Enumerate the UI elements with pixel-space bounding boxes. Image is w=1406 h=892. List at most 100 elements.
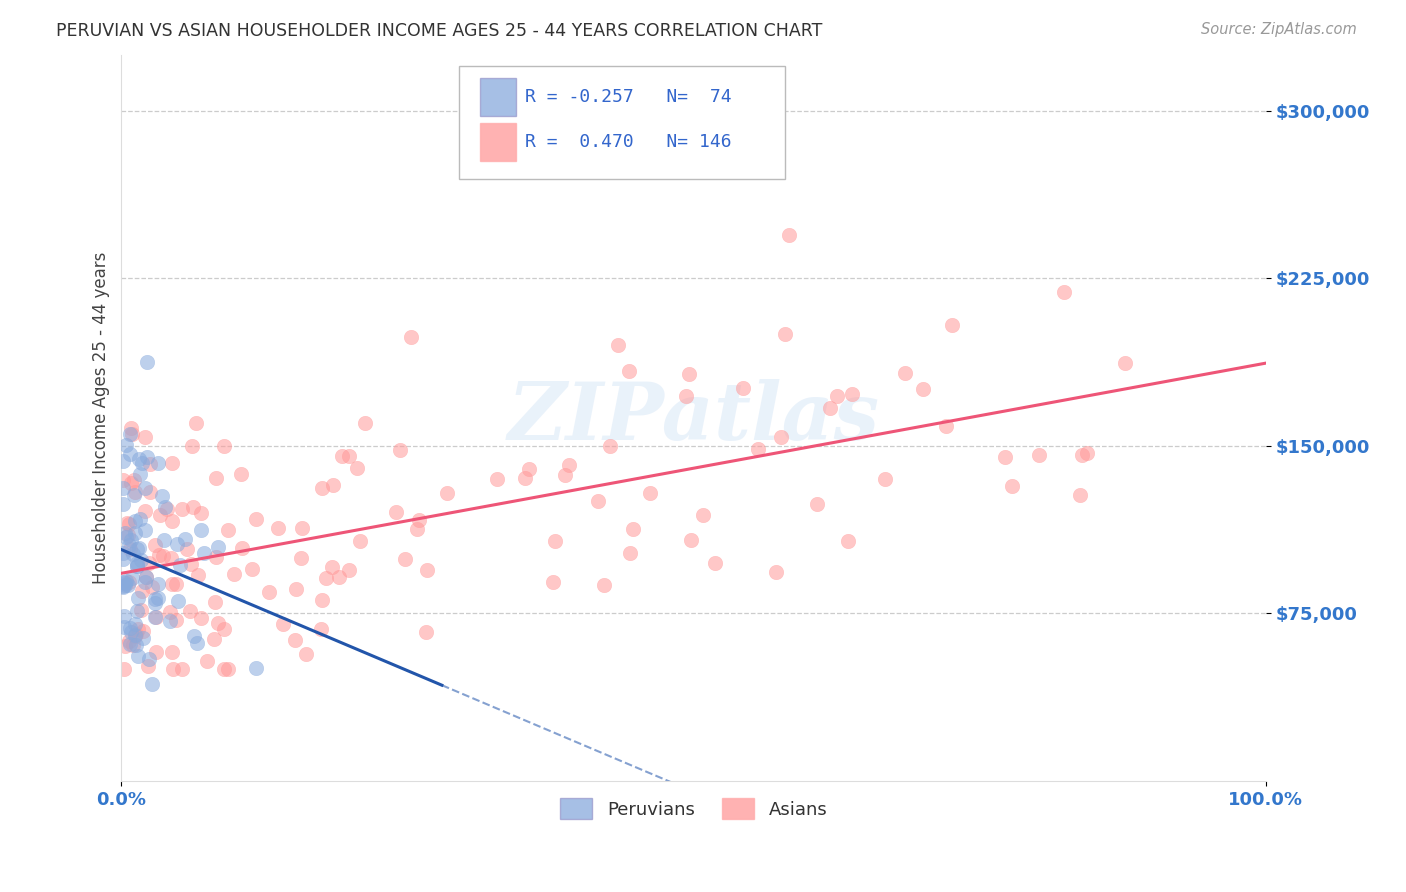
Point: [935, 419, 957, 434]
Point: [132, 631, 155, 645]
Point: [143, 610, 166, 624]
Point: [118, 575, 141, 590]
Point: [207, 615, 229, 630]
Point: [114, 576, 136, 591]
Point: [245, 661, 267, 675]
Point: [145, 645, 167, 659]
Point: [118, 637, 141, 651]
Point: [111, 481, 134, 495]
Point: [122, 547, 145, 561]
Point: [875, 472, 897, 486]
Point: [112, 662, 135, 676]
Point: [190, 523, 212, 537]
Point: [778, 227, 800, 242]
Point: [120, 421, 142, 435]
Point: [621, 522, 644, 536]
Point: [257, 584, 280, 599]
Point: [122, 473, 145, 487]
Point: [315, 571, 337, 585]
Point: [841, 386, 863, 401]
Point: [557, 458, 579, 473]
Point: [128, 541, 150, 556]
Point: [328, 570, 350, 584]
Point: [1000, 479, 1022, 493]
Point: [111, 579, 134, 593]
Point: [825, 389, 848, 403]
Point: [120, 533, 142, 547]
Point: [166, 537, 188, 551]
Point: [134, 503, 156, 517]
Point: [111, 497, 134, 511]
Point: [160, 456, 183, 470]
Point: [486, 472, 509, 486]
Point: [416, 563, 439, 577]
Point: [554, 468, 576, 483]
Point: [124, 488, 146, 502]
Point: [242, 561, 264, 575]
Point: [217, 523, 239, 537]
Point: [747, 442, 769, 457]
Point: [204, 595, 226, 609]
Point: [349, 533, 371, 548]
Point: [114, 620, 136, 634]
Bar: [479, 78, 516, 116]
Point: [114, 578, 136, 592]
Point: [138, 651, 160, 665]
Point: [121, 571, 143, 585]
Point: [337, 450, 360, 464]
Point: [806, 497, 828, 511]
Point: [160, 576, 183, 591]
Point: [118, 621, 141, 635]
Point: [124, 627, 146, 641]
Point: [294, 648, 316, 662]
Point: [179, 604, 201, 618]
Point: [1114, 356, 1136, 370]
Point: [311, 481, 333, 495]
Point: [436, 485, 458, 500]
Point: [143, 596, 166, 610]
Point: [205, 471, 228, 485]
Point: [127, 623, 149, 637]
Point: [124, 515, 146, 529]
Text: R =  0.470   N= 146: R = 0.470 N= 146: [526, 133, 733, 152]
Point: [129, 467, 152, 481]
Point: [202, 632, 225, 646]
Point: [207, 540, 229, 554]
Point: [124, 628, 146, 642]
Point: [135, 355, 157, 369]
Point: [321, 560, 343, 574]
Point: [941, 318, 963, 332]
Point: [195, 655, 218, 669]
Point: [148, 548, 170, 562]
Point: [111, 454, 134, 468]
Point: [134, 481, 156, 495]
Point: [160, 551, 183, 566]
Point: [165, 613, 187, 627]
Point: [145, 538, 167, 552]
Point: [190, 611, 212, 625]
Point: [153, 533, 176, 548]
Point: [127, 558, 149, 573]
Point: [131, 456, 153, 470]
Point: [273, 616, 295, 631]
Point: [405, 522, 427, 536]
Point: [112, 474, 135, 488]
Text: PERUVIAN VS ASIAN HOUSEHOLDER INCOME AGES 25 - 44 YEARS CORRELATION CHART: PERUVIAN VS ASIAN HOUSEHOLDER INCOME AGE…: [56, 22, 823, 40]
Point: [773, 327, 796, 342]
Point: [152, 549, 174, 563]
Point: [322, 477, 344, 491]
Point: [285, 582, 308, 596]
Point: [217, 662, 239, 676]
Point: [111, 575, 134, 590]
Point: [190, 506, 212, 520]
Point: [118, 541, 141, 556]
Point: [143, 592, 166, 607]
Point: [675, 389, 697, 403]
Point: [125, 638, 148, 652]
Point: [159, 614, 181, 628]
Point: [765, 565, 787, 579]
Point: [134, 430, 156, 444]
Point: [204, 549, 226, 564]
Point: [135, 570, 157, 584]
Point: [638, 486, 661, 500]
